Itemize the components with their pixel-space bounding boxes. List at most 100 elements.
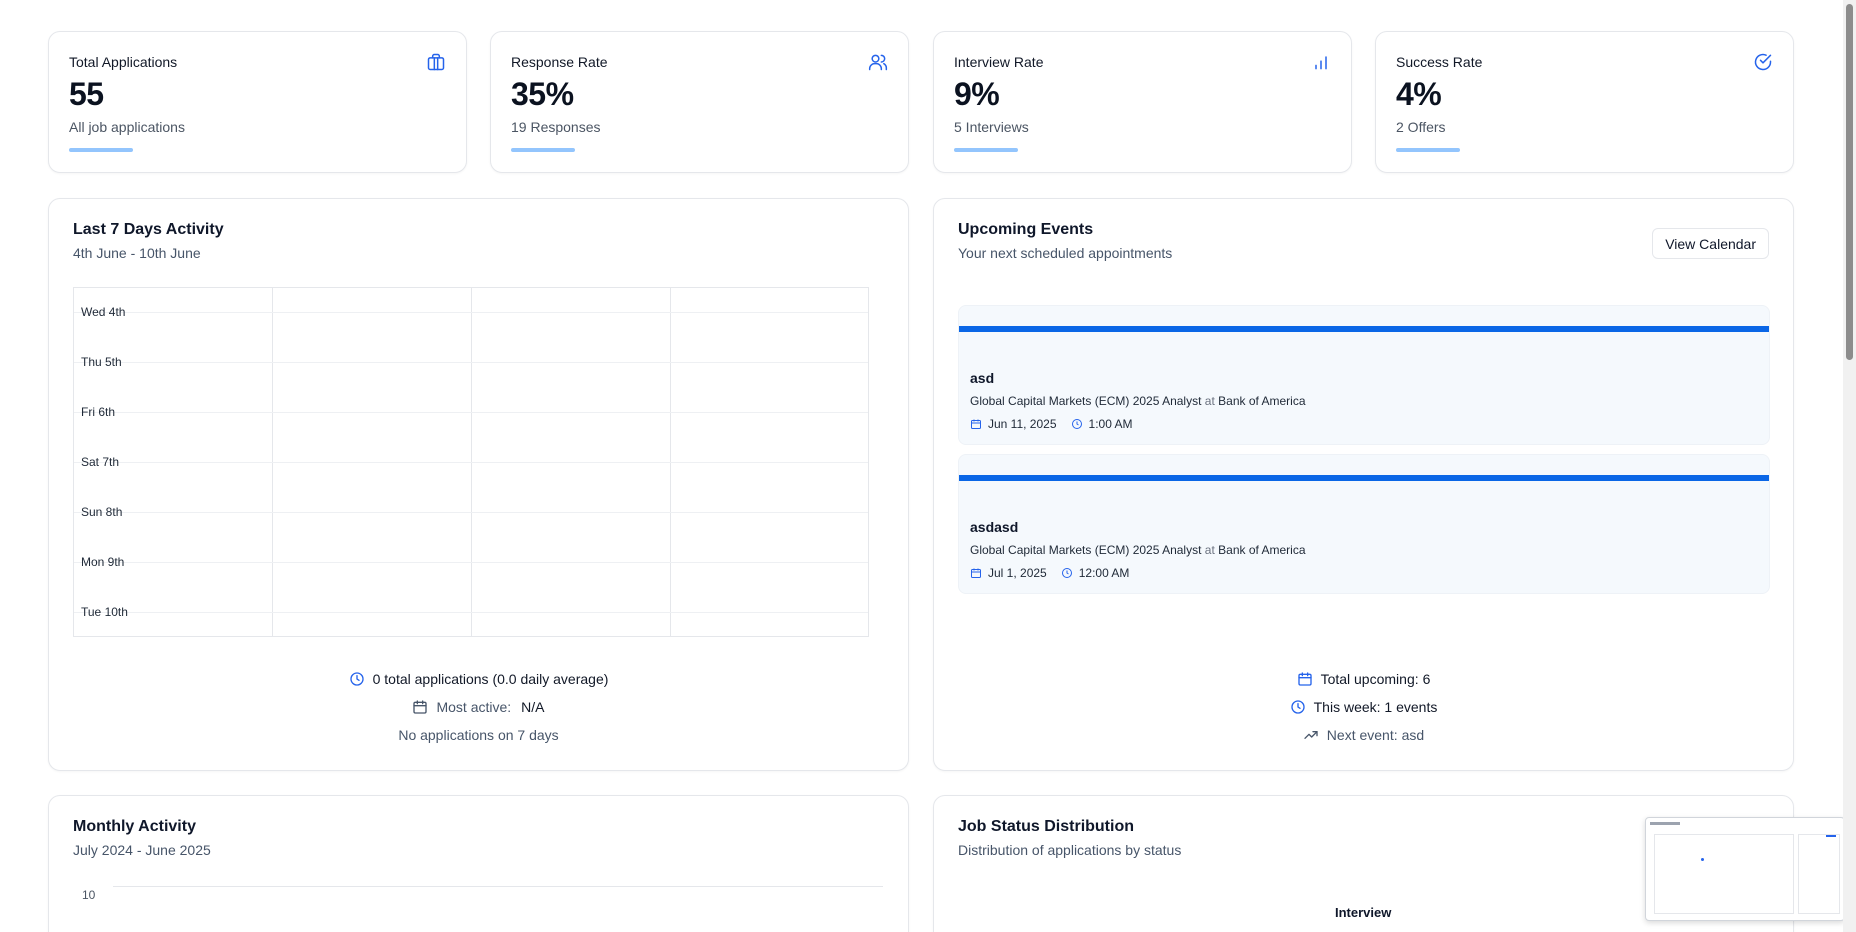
event-company: Bank of America [1218, 394, 1306, 408]
event-meta: Jul 1, 2025 12:00 AM [970, 566, 1129, 580]
total-applications-summary: 0 total applications (0.0 daily average) [49, 671, 908, 687]
event-time: 12:00 AM [1078, 566, 1130, 580]
day-label: Thu 5th [81, 355, 122, 369]
page-scrollbar[interactable] [1843, 0, 1856, 932]
clock-icon [349, 672, 364, 686]
stat-accent-bar [69, 148, 133, 152]
events-title: Upcoming Events [958, 221, 1094, 238]
calendar-icon [971, 568, 981, 578]
event-company: Bank of America [1218, 543, 1306, 557]
calendar-preview-thumbnail[interactable] [1645, 817, 1845, 921]
stat-value: 35% [511, 76, 574, 112]
activity-subtitle: 4th June - 10th June [73, 245, 201, 261]
stat-subtitle: 19 Responses [511, 119, 601, 135]
grid-line [74, 412, 868, 413]
clock-icon [1071, 419, 1082, 429]
event-title: asd [970, 370, 995, 386]
status-subtitle: Distribution of applications by status [958, 842, 1182, 858]
gridline [113, 886, 883, 887]
day-label: Wed 4th [81, 305, 126, 319]
total-applications-text: 0 total applications (0.0 daily average) [372, 671, 609, 687]
monthly-activity-card: Monthly Activity July 2024 - June 2025 1… [48, 795, 909, 932]
thumb-title [1650, 822, 1680, 825]
event-role-text: Global Capital Markets (ECM) 2025 Analys… [970, 394, 1202, 408]
event-title: asdasd [970, 519, 1019, 535]
check-circle-icon [1754, 53, 1772, 71]
no-applications-note: No applications on 7 days [398, 727, 559, 743]
day-label: Tue 10th [81, 605, 128, 619]
stat-accent-bar [954, 148, 1018, 152]
most-active-label: Most active: [436, 699, 512, 715]
monthly-title: Monthly Activity [73, 818, 196, 835]
day-label: Fri 6th [81, 405, 116, 419]
grid-line [74, 612, 868, 613]
most-active-value: N/A [521, 699, 545, 715]
most-active-summary: Most active: N/A [49, 699, 908, 715]
next-event-value: asd [1401, 727, 1425, 743]
event-role-text: Global Capital Markets (ECM) 2025 Analys… [970, 543, 1202, 557]
event-date: Jun 11, 2025 [988, 417, 1057, 431]
events-card: Upcoming Events Your next scheduled appo… [933, 198, 1794, 771]
stat-title: Success Rate [1396, 54, 1483, 70]
clock-icon [1061, 568, 1072, 578]
day-label: Mon 9th [81, 555, 125, 569]
stat-value: 9% [954, 76, 1000, 112]
stat-accent-bar [511, 148, 575, 152]
total-upcoming-summary: Total upcoming: 6 [934, 671, 1793, 687]
grid-line [74, 362, 868, 363]
stat-title: Interview Rate [954, 54, 1044, 70]
stat-value: 55 [69, 76, 104, 112]
activity-heatmap: Wed 4th Thu 5th Fri 6th Sat 7th Sun 8th … [73, 287, 869, 637]
event-time: 1:00 AM [1088, 417, 1133, 431]
day-label: Sat 7th [81, 455, 120, 469]
event-meta: Jun 11, 2025 1:00 AM [970, 417, 1133, 431]
event-at: at [1204, 394, 1215, 408]
view-calendar-button[interactable]: View Calendar [1652, 228, 1769, 259]
monthly-subtitle: July 2024 - June 2025 [73, 842, 211, 858]
activity-title: Last 7 Days Activity [73, 221, 224, 238]
this-week-text: This week: 1 events [1313, 699, 1438, 715]
thumb-side-panel [1798, 834, 1840, 914]
calendar-icon [971, 419, 981, 429]
scrollbar-thumb[interactable] [1846, 4, 1853, 360]
calendar-icon [1297, 672, 1312, 686]
y-axis-tick: 10 [82, 888, 96, 902]
stat-card-interview-rate: Interview Rate 9% 5 Interviews [933, 31, 1352, 173]
stat-title: Total Applications [69, 54, 178, 70]
event-at: at [1204, 543, 1215, 557]
grid-line [74, 562, 868, 563]
pie-label: Interview [1335, 905, 1392, 920]
grid-line [74, 512, 868, 513]
bar-chart-icon [1315, 56, 1327, 70]
this-week-summary: This week: 1 events [934, 699, 1793, 715]
trending-up-icon [1304, 731, 1318, 739]
thumb-calendar-grid [1654, 834, 1794, 914]
day-label: Sun 8th [81, 505, 123, 519]
total-upcoming-value: 6 [1422, 671, 1431, 687]
users-icon [868, 54, 888, 71]
next-event-label: Next event: [1326, 727, 1398, 743]
event-role: Global Capital Markets (ECM) 2025 Analys… [970, 543, 1306, 557]
stat-subtitle: All job applications [69, 119, 185, 135]
event-item[interactable]: asd Global Capital Markets (ECM) 2025 An… [958, 305, 1770, 445]
event-item[interactable]: asdasd Global Capital Markets (ECM) 2025… [958, 454, 1770, 594]
activity-card: Last 7 Days Activity 4th June - 10th Jun… [48, 198, 909, 771]
next-event-summary: Next event: asd [934, 727, 1793, 743]
thumb-button [1826, 834, 1836, 837]
briefcase-icon [427, 53, 445, 71]
event-role: Global Capital Markets (ECM) 2025 Analys… [970, 394, 1306, 408]
grid-line [74, 462, 868, 463]
stat-title: Response Rate [511, 54, 608, 70]
events-subtitle: Your next scheduled appointments [958, 245, 1173, 261]
stat-subtitle: 2 Offers [1396, 119, 1446, 135]
stat-accent-bar [1396, 148, 1460, 152]
stat-subtitle: 5 Interviews [954, 119, 1029, 135]
clock-icon [1290, 700, 1305, 714]
calendar-icon [413, 700, 428, 714]
thumb-today-dot [1701, 858, 1704, 861]
stat-card-success-rate: Success Rate 4% 2 Offers [1375, 31, 1794, 173]
event-date: Jul 1, 2025 [988, 566, 1047, 580]
stat-card-response-rate: Response Rate 35% 19 Responses [490, 31, 909, 173]
event-accent-stripe [959, 475, 1769, 481]
